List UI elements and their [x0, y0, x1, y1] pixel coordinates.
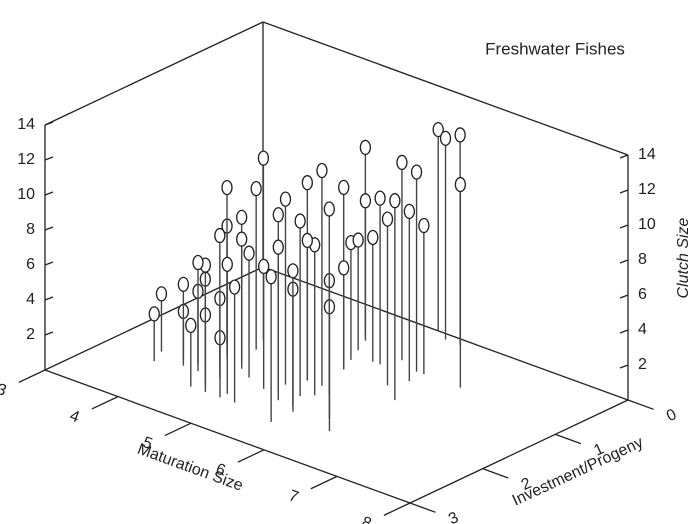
top-edge: [262, 21, 629, 156]
z-tick-label: 10: [638, 216, 656, 233]
point: [177, 276, 190, 293]
point: [192, 254, 204, 271]
point: [301, 232, 313, 249]
y-tick: [482, 468, 509, 479]
point: [301, 175, 313, 191]
x-tick: [310, 475, 338, 490]
point: [410, 164, 423, 180]
floor-edge: [409, 399, 629, 504]
point: [359, 139, 372, 156]
z-tick-label: 8: [638, 251, 647, 268]
z-tick: [44, 191, 54, 196]
point: [155, 286, 168, 302]
point: [418, 217, 430, 234]
point: [279, 191, 292, 207]
point: [228, 279, 241, 295]
point: [221, 256, 233, 272]
x-tick-label: 4: [67, 407, 81, 426]
point: [389, 193, 401, 209]
point: [338, 179, 350, 196]
point: [396, 154, 408, 171]
z-tick-label: 6: [26, 256, 35, 273]
z-tick: [44, 331, 54, 336]
point: [381, 211, 394, 227]
x-tick: [18, 369, 46, 383]
z-tick: [619, 294, 629, 299]
z-tick: [44, 226, 54, 231]
point: [272, 207, 284, 223]
y-axis-title: Investment/Progeny: [510, 434, 646, 510]
z-tick: [619, 364, 629, 369]
x-tick: [237, 449, 265, 463]
point: [374, 190, 386, 206]
point: [243, 245, 255, 261]
z-tick-label: 10: [17, 186, 35, 203]
z-tick: [619, 224, 629, 229]
z-tick: [619, 189, 629, 194]
z-tick-label: 14: [17, 116, 35, 133]
z-tick-label: 4: [638, 321, 647, 338]
point: [454, 127, 466, 143]
point: [236, 231, 248, 247]
x-axis-title: Maturation Size: [135, 441, 245, 495]
y-tick-label: 0: [664, 406, 679, 425]
y-tick: [627, 399, 654, 410]
point: [454, 176, 467, 193]
z-tick-label: 14: [638, 146, 656, 163]
point: [323, 201, 335, 217]
point: [359, 193, 372, 209]
z-tick: [44, 261, 54, 266]
y-tick-label: 3: [446, 509, 461, 524]
z-axis-title: Clutch Size: [675, 217, 692, 298]
z-tick-label: 12: [17, 151, 35, 168]
x-tick: [164, 422, 192, 437]
point: [272, 239, 284, 255]
z-tick: [44, 296, 54, 301]
y-tick: [555, 433, 582, 445]
point: [265, 269, 277, 285]
point: [257, 150, 270, 166]
z-tick: [44, 121, 54, 126]
y-tick: [409, 502, 436, 513]
x-tick: [91, 396, 119, 410]
point: [432, 121, 444, 138]
point: [185, 317, 197, 334]
z-tick-label: 2: [638, 356, 647, 373]
point: [287, 263, 299, 279]
point: [439, 130, 452, 146]
chart-title: Freshwater Fishes: [485, 39, 625, 58]
z-tick-label: 2: [26, 326, 35, 343]
x-tick-label: 8: [359, 514, 373, 524]
point: [338, 260, 350, 276]
x-tick-label: 7: [286, 487, 300, 506]
floor-edge: [44, 369, 411, 504]
point: [236, 209, 248, 226]
point: [403, 203, 415, 220]
z-tick-label: 8: [26, 221, 35, 238]
point: [352, 232, 364, 248]
point: [294, 213, 306, 229]
point: [258, 258, 270, 275]
z-tick-label: 4: [26, 291, 35, 308]
x-tick: [383, 502, 411, 516]
x-tick-label: 3: [0, 381, 9, 400]
z-tick: [619, 154, 629, 159]
z-tick: [619, 259, 629, 264]
z-tick-label: 12: [638, 181, 656, 198]
top-edge: [44, 21, 264, 126]
point: [148, 306, 160, 322]
point: [214, 227, 226, 244]
point: [316, 162, 328, 179]
point: [250, 180, 262, 197]
point: [221, 179, 233, 196]
z-tick: [619, 329, 629, 334]
z-tick: [44, 156, 54, 161]
z-tick-label: 6: [638, 286, 647, 303]
point: [367, 229, 379, 246]
